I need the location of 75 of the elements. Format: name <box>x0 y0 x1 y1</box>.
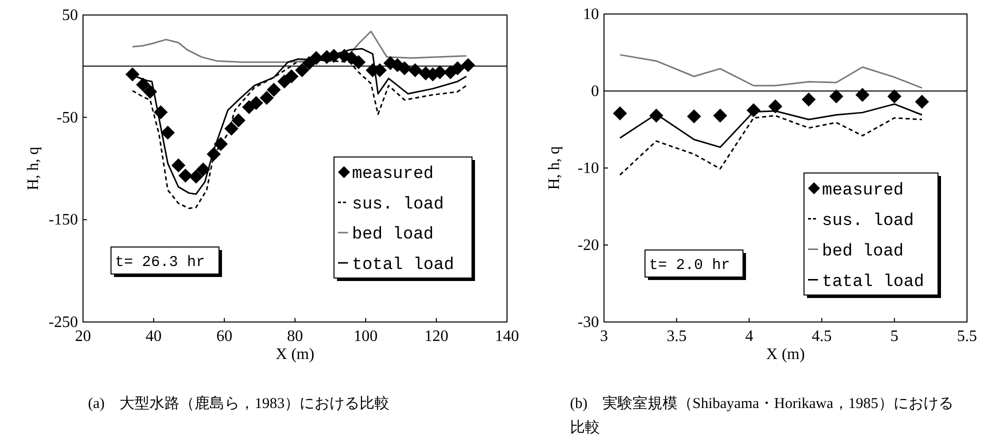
y-tick-label: 10 <box>583 6 599 23</box>
legend-label: measured <box>352 165 434 184</box>
point <box>612 106 627 120</box>
x-tick-label: 80 <box>287 328 303 345</box>
legend-label: tatal load <box>822 272 924 292</box>
x-tick-label: 100 <box>354 328 378 345</box>
x-axis-title: X (m) <box>766 346 805 363</box>
x-tick-label: 5 <box>890 328 898 345</box>
point <box>450 61 465 76</box>
point <box>295 63 310 78</box>
y-tick-label: 0 <box>591 83 599 100</box>
annotation: t= 2.0 hr <box>649 257 730 274</box>
y-tick-label: -250 <box>48 314 78 331</box>
y-axis-title: H, h, q <box>546 146 563 190</box>
point <box>178 168 192 183</box>
point <box>746 103 761 118</box>
point <box>189 170 204 184</box>
legend-label: sus. load <box>822 212 914 231</box>
legend-label: bed load <box>822 242 904 262</box>
x-tick-label: 5.5 <box>957 328 977 345</box>
y-tick-label: -50 <box>56 109 78 126</box>
point <box>125 67 140 82</box>
point <box>829 89 844 104</box>
point <box>277 74 292 89</box>
x-axis-title: X (m) <box>276 346 314 363</box>
point <box>143 84 158 99</box>
x-tick-label: 4 <box>745 328 754 345</box>
x-tick-label: 120 <box>424 328 448 345</box>
legend-label: measured <box>822 181 904 200</box>
annotation: t= 26.3 hr <box>115 254 206 271</box>
line-series <box>619 54 923 89</box>
point <box>461 58 476 72</box>
point <box>352 55 366 70</box>
legend-label: sus. load <box>352 195 444 214</box>
point <box>914 94 929 109</box>
point <box>768 99 782 114</box>
y-tick-label: -150 <box>48 212 78 229</box>
point <box>284 69 298 84</box>
point <box>309 50 324 65</box>
x-tick-label: 140 <box>495 328 519 345</box>
point <box>171 158 186 172</box>
point <box>260 90 274 105</box>
point <box>214 136 228 151</box>
x-tick-label: 4.5 <box>812 328 832 345</box>
text: (b) 実験室規模（Shibayama・Horikawa，1985）における比較 <box>570 394 954 438</box>
point <box>649 108 664 123</box>
x-tick-label: 3 <box>600 328 608 345</box>
point <box>160 126 175 140</box>
point <box>855 88 870 102</box>
legend-label: total load <box>352 256 454 275</box>
point <box>249 96 264 110</box>
y-tick-label: -20 <box>578 237 599 254</box>
point <box>224 122 238 136</box>
y-tick-label: 50 <box>62 7 78 24</box>
point <box>802 92 816 106</box>
point <box>231 113 246 128</box>
y-tick-label: -10 <box>578 160 599 177</box>
point <box>687 109 702 124</box>
point <box>398 61 412 76</box>
x-tick-label: 20 <box>75 328 91 345</box>
x-tick-label: 60 <box>216 328 232 345</box>
point <box>713 108 728 123</box>
point <box>206 147 221 162</box>
point <box>408 63 422 78</box>
text: (a) 大型水路（鹿島ら，1983）における比較 <box>88 394 391 414</box>
x-tick-label: 3.5 <box>666 328 687 345</box>
point <box>196 162 210 177</box>
point <box>136 78 150 92</box>
y-tick-label: -30 <box>578 314 599 331</box>
x-tick-label: 40 <box>146 328 162 345</box>
point <box>887 89 902 104</box>
point <box>154 105 168 120</box>
y-axis-title: H, h, q <box>25 146 42 190</box>
point <box>266 82 281 97</box>
legend-label: bed load <box>352 226 434 245</box>
